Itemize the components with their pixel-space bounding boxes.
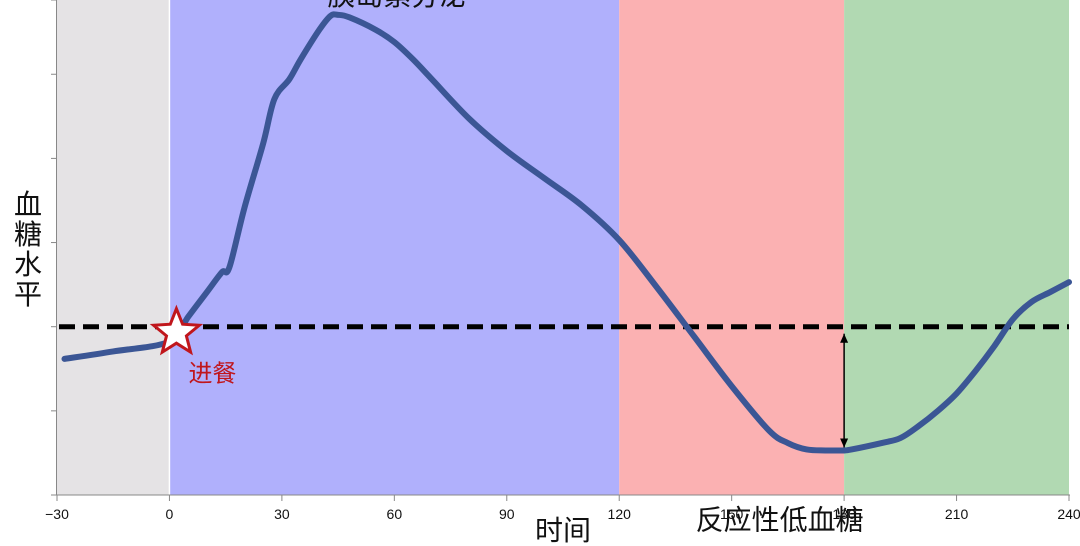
y-axis-label-char: 血	[14, 188, 42, 221]
series-line-blood-glucose	[61, 11, 1072, 454]
x-tick-label: 120	[608, 506, 632, 522]
x-tick-label: −30	[45, 506, 69, 522]
y-axis-label-char: 平	[14, 278, 42, 311]
x-tick-label: 210	[945, 506, 969, 522]
phase-band-1	[57, 0, 170, 495]
hypoglycemia-arrow	[840, 333, 849, 448]
y-ticks	[51, 0, 57, 496]
annotation-2: 胰岛素分泌	[327, 0, 467, 12]
phase-band-4	[844, 0, 1069, 495]
phase-band-2	[169, 0, 620, 495]
x-tick-label: 30	[274, 506, 290, 522]
arrow-head-up	[840, 333, 849, 343]
x-tick-label: 150	[720, 506, 744, 522]
axes	[56, 0, 1070, 496]
phase-band-3	[619, 0, 845, 495]
meal-star-icon	[149, 304, 204, 356]
phase-backgrounds	[57, 0, 1069, 495]
annotation-3: 反应性低血糖	[696, 504, 864, 537]
x-tick-label: 0	[166, 506, 174, 522]
arrow-head-down	[840, 438, 849, 448]
x-tick-label: 60	[387, 506, 403, 522]
meal-label: 进餐	[188, 360, 236, 388]
x-tick-label: 90	[499, 506, 515, 522]
y-axis-label-char: 水	[14, 248, 42, 281]
x-tick-label: 180	[832, 506, 856, 522]
y-axis-label-char: 糖	[14, 218, 42, 251]
x-axis-label: 时间	[535, 514, 591, 546]
x-ticks: −30 0 30 60 90 120 150 180 210 240	[45, 495, 1080, 522]
x-tick-label: 240	[1057, 506, 1080, 522]
annotations: 血糖升高胰岛素分泌反应性低血糖	[327, 0, 863, 537]
